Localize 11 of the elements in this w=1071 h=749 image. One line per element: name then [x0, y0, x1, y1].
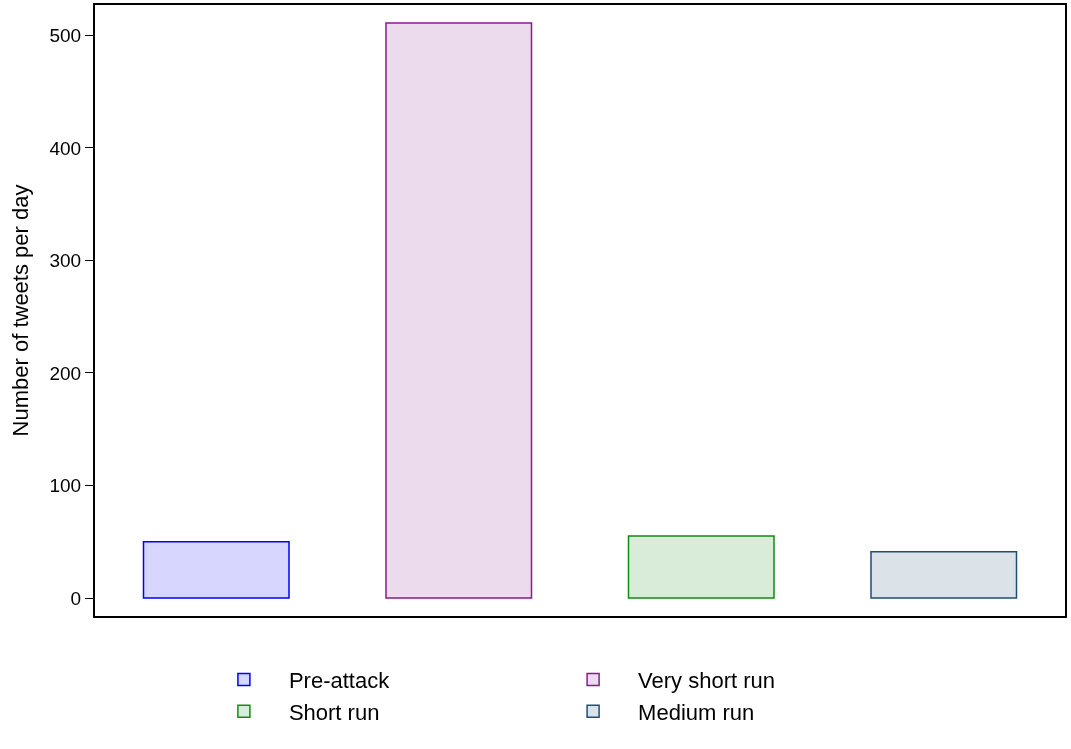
y-tick-label: 100 [49, 475, 82, 497]
y-tick-label: 300 [49, 250, 82, 272]
y-tick-label: 400 [49, 137, 82, 159]
legend-label: Medium run [638, 699, 755, 725]
y-axis-title: Number of tweets per day [7, 184, 33, 437]
y-tick-label: 0 [70, 587, 82, 609]
y-tick-label: 200 [49, 362, 82, 384]
legend-label: Very short run [638, 668, 776, 694]
legend-label: Pre-attack [288, 668, 391, 694]
legend-label: Short run [288, 699, 380, 725]
y-tick-label: 500 [49, 25, 82, 47]
